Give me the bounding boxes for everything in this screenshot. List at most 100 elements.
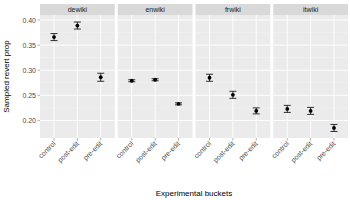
error-bar-cap xyxy=(229,91,236,92)
x-grid-line xyxy=(155,15,156,138)
point xyxy=(99,75,103,79)
error-bar-cap xyxy=(206,74,213,75)
error-bar-cap xyxy=(97,73,104,74)
facet-strip xyxy=(273,4,348,15)
error-bar xyxy=(229,91,236,98)
panel-marks xyxy=(128,78,182,106)
error-bar-cap xyxy=(74,22,81,23)
error-bar xyxy=(253,108,260,114)
error-bar xyxy=(307,107,314,114)
x-tick xyxy=(54,138,55,141)
facet-title: dewiki xyxy=(68,6,88,13)
panel-marks xyxy=(51,22,105,81)
x-tick-label: post-edit xyxy=(212,140,237,165)
y-tick-label: 0.30 xyxy=(22,67,36,74)
x-grid-line xyxy=(256,15,257,138)
x-tick xyxy=(333,138,334,141)
error-bar xyxy=(97,73,104,81)
y-tick xyxy=(38,95,41,96)
facet-strip xyxy=(118,4,193,15)
x-tick-label: control xyxy=(37,139,57,159)
error-bar xyxy=(330,124,337,131)
x-tick xyxy=(287,138,288,141)
error-bar-cap xyxy=(284,112,291,113)
panel-background xyxy=(196,15,271,138)
error-bar-cap xyxy=(307,107,314,108)
y-tick xyxy=(38,120,41,121)
y-tick-label: 0.20 xyxy=(22,117,36,124)
error-bar xyxy=(152,79,159,81)
x-grid-line xyxy=(333,15,334,138)
error-bar-cap xyxy=(97,81,104,82)
point xyxy=(254,109,258,113)
x-tick-label: control xyxy=(270,139,290,159)
point xyxy=(231,93,235,97)
error-bar-cap xyxy=(330,124,337,125)
x-tick xyxy=(155,138,156,141)
x-tick-label: post-edit xyxy=(56,140,81,165)
panel-marks xyxy=(284,105,338,131)
x-grid-line xyxy=(178,15,179,138)
x-tick-label: control xyxy=(115,139,135,159)
x-grid-line xyxy=(287,15,288,138)
facet-title: itwiki xyxy=(303,6,319,13)
error-bar xyxy=(51,34,58,41)
error-bar-cap xyxy=(206,81,213,82)
x-tick-label: control xyxy=(192,139,212,159)
error-bar-cap xyxy=(330,131,337,132)
x-tick xyxy=(209,138,210,141)
facet-strip xyxy=(40,4,115,15)
x-grid-line xyxy=(232,15,233,138)
error-bar xyxy=(128,80,135,82)
error-bar-cap xyxy=(51,40,58,41)
error-bar xyxy=(284,105,291,112)
panel-background xyxy=(118,15,193,138)
error-bar-cap xyxy=(229,98,236,99)
y-tick xyxy=(38,45,41,46)
x-tick-label: pre-edit xyxy=(237,140,259,162)
facet-title: enwiki xyxy=(145,6,165,13)
y-tick xyxy=(38,20,41,21)
y-tick-label: 0.25 xyxy=(22,92,36,99)
x-tick-label: post-edit xyxy=(134,140,159,165)
point xyxy=(177,102,181,106)
point xyxy=(285,107,289,111)
error-bar xyxy=(175,103,182,105)
facet-strip xyxy=(196,4,271,15)
point xyxy=(75,24,79,28)
x-grid-line xyxy=(77,15,78,138)
x-tick xyxy=(100,138,101,141)
panel-background xyxy=(40,15,115,138)
x-grid-line xyxy=(310,15,311,138)
point xyxy=(52,35,56,39)
x-tick xyxy=(178,138,179,141)
panel-marks xyxy=(206,74,260,114)
y-tick-label: 0.35 xyxy=(22,42,36,49)
x-tick-label: pre-edit xyxy=(159,140,181,162)
point xyxy=(332,126,336,130)
x-tick xyxy=(256,138,257,141)
x-tick xyxy=(310,138,311,141)
x-axis-title: Experimental buckets xyxy=(156,189,232,198)
x-tick xyxy=(77,138,78,141)
error-bar-cap xyxy=(284,105,291,106)
error-bar-cap xyxy=(253,107,260,108)
x-tick-label: pre-edit xyxy=(315,140,337,162)
panel-background xyxy=(273,15,348,138)
point xyxy=(309,109,313,113)
y-axis-title: Sampled revert prop xyxy=(2,40,11,113)
error-bar xyxy=(74,22,81,29)
x-tick xyxy=(131,138,132,141)
chart: 0.20 0.25 0.30 0.35 0.40 Sampled revert prop E… xyxy=(0,0,350,200)
point xyxy=(130,79,134,83)
x-tick-label: post-edit xyxy=(289,140,314,165)
facet-title: frwiki xyxy=(225,6,241,13)
point xyxy=(153,78,157,82)
error-bar-cap xyxy=(307,114,314,115)
error-bar xyxy=(206,74,213,81)
point xyxy=(208,76,212,80)
error-bar-cap xyxy=(74,29,81,30)
y-tick-label: 0.40 xyxy=(22,17,36,24)
x-tick xyxy=(232,138,233,141)
error-bar-cap xyxy=(51,33,58,34)
